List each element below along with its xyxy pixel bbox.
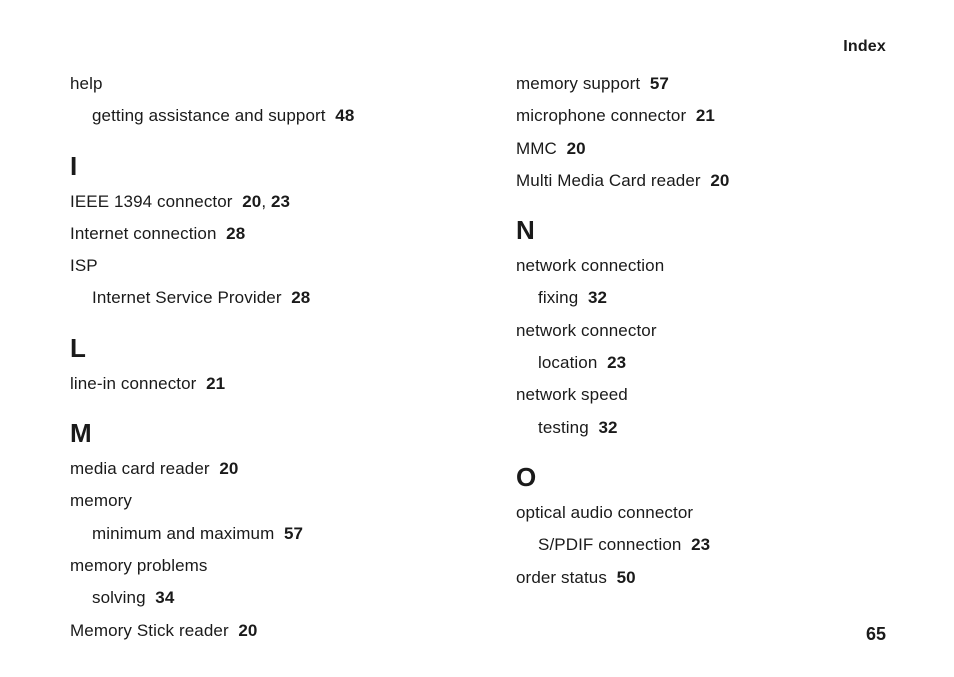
index-subentry: fixing 32 bbox=[516, 282, 894, 314]
index-entry: Multi Media Card reader 20 bbox=[516, 165, 894, 197]
page-reference: 23 bbox=[691, 535, 710, 554]
index-entry-text: fixing bbox=[538, 288, 578, 307]
index-entry-text: network speed bbox=[516, 385, 628, 404]
index-entry-text: S/PDIF connection bbox=[538, 535, 681, 554]
page-reference: 28 bbox=[291, 288, 310, 307]
page-reference: 34 bbox=[155, 588, 174, 607]
index-entry-text: location bbox=[538, 353, 597, 372]
page-number: 65 bbox=[866, 624, 886, 645]
page-reference: 23 bbox=[607, 353, 626, 372]
index-entry: memory bbox=[70, 485, 448, 517]
index-entry-text: testing bbox=[538, 418, 589, 437]
index-entry: order status 50 bbox=[516, 562, 894, 594]
index-entry-text: help bbox=[70, 74, 103, 93]
index-entry-text: memory support bbox=[516, 74, 640, 93]
index-entry-text: order status bbox=[516, 568, 607, 587]
index-entry: optical audio connector bbox=[516, 497, 894, 529]
index-entry-text: memory problems bbox=[70, 556, 208, 575]
index-entry-text: Internet Service Provider bbox=[92, 288, 282, 307]
index-subentry: solving 34 bbox=[70, 582, 448, 614]
index-entry-text: Memory Stick reader bbox=[70, 621, 229, 640]
page-reference: 20 bbox=[219, 459, 238, 478]
index-entry-text: line-in connector bbox=[70, 374, 196, 393]
page: Index help getting assistance and support… bbox=[0, 0, 954, 677]
index-subentry: location 23 bbox=[516, 347, 894, 379]
page-reference: 32 bbox=[588, 288, 607, 307]
page-reference: 57 bbox=[650, 74, 669, 93]
index-entry-text: minimum and maximum bbox=[92, 524, 274, 543]
page-reference: 20 bbox=[710, 171, 729, 190]
index-entry-text: Internet connection bbox=[70, 224, 217, 243]
index-entry: memory support 57 bbox=[516, 68, 894, 100]
page-reference: 28 bbox=[226, 224, 245, 243]
index-entry: media card reader 20 bbox=[70, 453, 448, 485]
index-entry: network connection bbox=[516, 250, 894, 282]
page-reference: 20 bbox=[238, 621, 257, 640]
index-entry-text: memory bbox=[70, 491, 132, 510]
index-section-heading: M bbox=[70, 418, 448, 449]
index-entry-text: MMC bbox=[516, 139, 557, 158]
index-section-heading: O bbox=[516, 462, 894, 493]
index-entry-text: IEEE 1394 connector bbox=[70, 192, 233, 211]
index-entry: Memory Stick reader 20 bbox=[70, 615, 448, 647]
index-subentry: S/PDIF connection 23 bbox=[516, 529, 894, 561]
page-reference: 48 bbox=[335, 106, 354, 125]
index-column-left: help getting assistance and support 48 I IE… bbox=[70, 68, 448, 647]
page-reference: 21 bbox=[206, 374, 225, 393]
page-reference: 21 bbox=[696, 106, 715, 125]
index-entry: Internet connection 28 bbox=[70, 218, 448, 250]
index-entry: MMC 20 bbox=[516, 133, 894, 165]
index-entry: network connector bbox=[516, 315, 894, 347]
index-subentry: Internet Service Provider 28 bbox=[70, 282, 448, 314]
page-title: Index bbox=[843, 38, 886, 56]
index-entry-text: media card reader bbox=[70, 459, 210, 478]
separator: , bbox=[261, 192, 271, 211]
index-entry-text: solving bbox=[92, 588, 146, 607]
index-columns: help getting assistance and support 48 I IE… bbox=[70, 68, 894, 647]
index-subentry: minimum and maximum 57 bbox=[70, 518, 448, 550]
page-reference: 20 bbox=[242, 192, 261, 211]
index-entry-text: getting assistance and support bbox=[92, 106, 326, 125]
index-section-heading: L bbox=[70, 333, 448, 364]
index-entry: help bbox=[70, 68, 448, 100]
index-entry-text: ISP bbox=[70, 256, 98, 275]
index-subentry: getting assistance and support 48 bbox=[70, 100, 448, 132]
index-entry-text: microphone connector bbox=[516, 106, 686, 125]
page-reference: 20 bbox=[567, 139, 586, 158]
index-entry-text: network connection bbox=[516, 256, 664, 275]
index-subentry: testing 32 bbox=[516, 412, 894, 444]
page-reference: 32 bbox=[598, 418, 617, 437]
index-entry-text: optical audio connector bbox=[516, 503, 693, 522]
index-entry: line-in connector 21 bbox=[70, 368, 448, 400]
index-entry: memory problems bbox=[70, 550, 448, 582]
index-entry: network speed bbox=[516, 379, 894, 411]
page-reference: 50 bbox=[617, 568, 636, 587]
page-reference: 57 bbox=[284, 524, 303, 543]
index-section-heading: I bbox=[70, 151, 448, 182]
index-section-heading: N bbox=[516, 215, 894, 246]
index-column-right: memory support 57microphone connector 21… bbox=[516, 68, 894, 647]
page-reference: 23 bbox=[271, 192, 290, 211]
index-entry-text: Multi Media Card reader bbox=[516, 171, 701, 190]
index-entry: microphone connector 21 bbox=[516, 100, 894, 132]
index-entry: IEEE 1394 connector 20, 23 bbox=[70, 186, 448, 218]
index-entry-text: network connector bbox=[516, 321, 657, 340]
index-entry: ISP bbox=[70, 250, 448, 282]
